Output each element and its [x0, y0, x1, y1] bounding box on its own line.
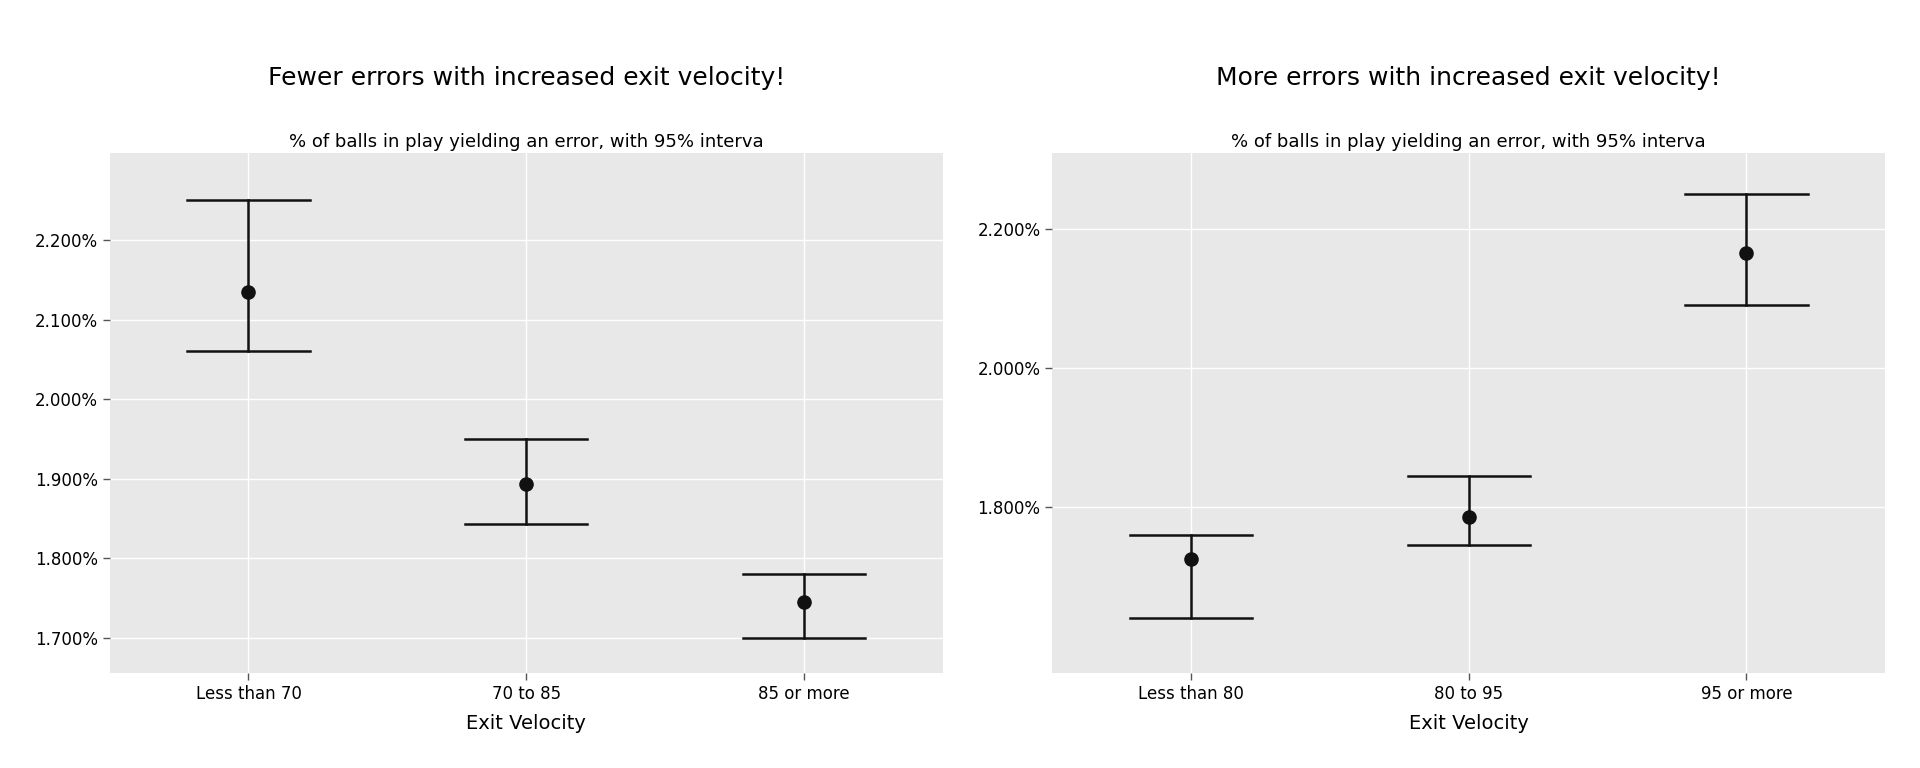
- Point: [1732, 247, 1763, 260]
- Title: % of balls in play yielding an error, with 95% interva: % of balls in play yielding an error, wi…: [288, 133, 764, 151]
- Point: [789, 596, 820, 608]
- X-axis label: Exit Velocity: Exit Velocity: [1409, 714, 1528, 733]
- Text: Fewer errors with increased exit velocity!: Fewer errors with increased exit velocit…: [267, 66, 785, 91]
- Text: More errors with increased exit velocity!: More errors with increased exit velocity…: [1217, 66, 1720, 91]
- Point: [232, 286, 263, 298]
- Title: % of balls in play yielding an error, with 95% interva: % of balls in play yielding an error, wi…: [1231, 133, 1707, 151]
- Point: [1453, 511, 1484, 523]
- X-axis label: Exit Velocity: Exit Velocity: [467, 714, 586, 733]
- Point: [511, 478, 541, 490]
- Point: [1175, 553, 1206, 565]
